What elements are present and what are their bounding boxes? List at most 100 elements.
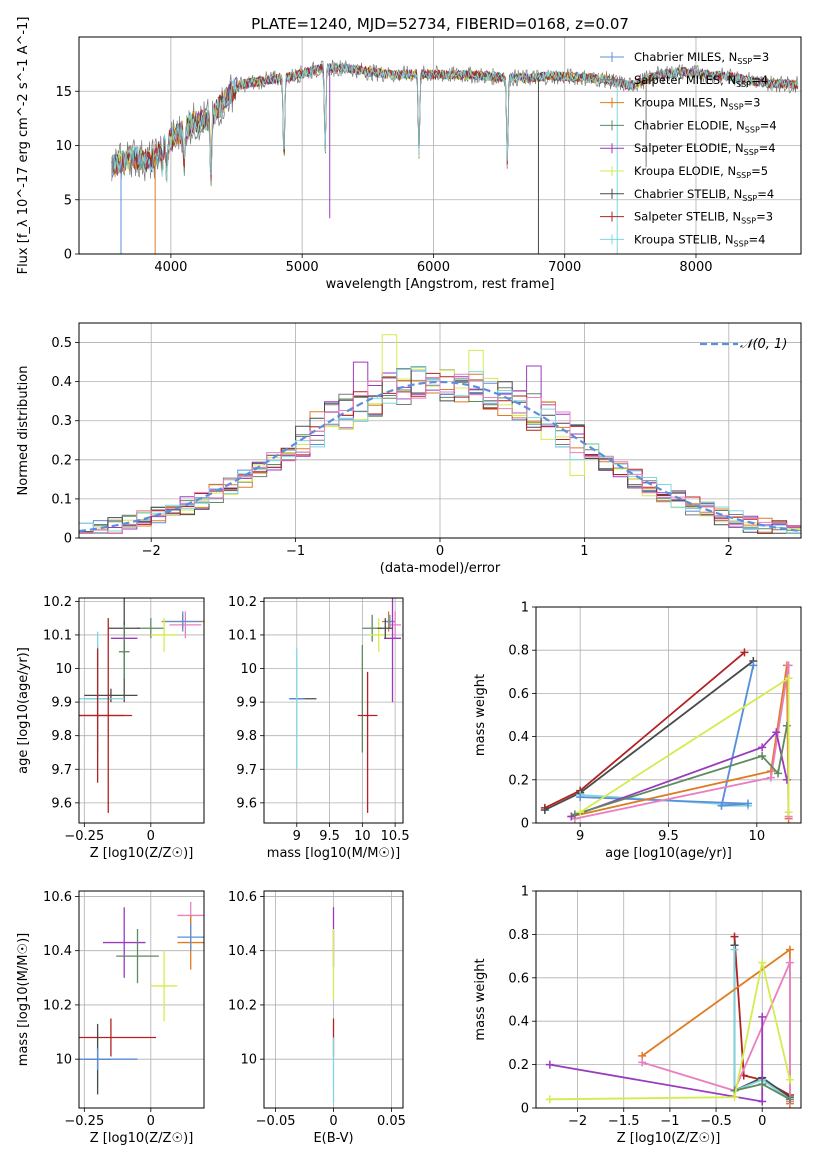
errorbar-point <box>150 618 178 652</box>
x-tick-label: 2 <box>725 544 733 559</box>
legend-tail: =4 <box>751 73 768 87</box>
mass-weight-line <box>579 676 790 813</box>
y-tick-label: 0.6 <box>508 687 529 702</box>
y-tick-label: 10 <box>55 662 72 677</box>
x-axis-label: (data-model)/error <box>380 561 501 576</box>
plus-marker <box>758 1080 767 1089</box>
mass-weight-line <box>580 665 755 807</box>
legend-subscript: SSP <box>736 171 751 180</box>
x-tick-label: 0 <box>329 1114 337 1129</box>
plus-marker <box>758 958 767 967</box>
plus-marker <box>545 1060 554 1069</box>
plus-marker <box>740 648 749 657</box>
y-tick-label: 9.6 <box>236 796 257 811</box>
axes-frame <box>263 597 404 824</box>
legend-label: Kroupa MILES, NSSP=3 <box>634 96 760 112</box>
spectrum-line <box>111 62 799 183</box>
legend-label: Salpeter MILES, NSSP=4 <box>634 73 768 89</box>
plus-marker <box>784 674 793 683</box>
legend-normal-label: 𝒩(0, 1) <box>740 337 787 352</box>
plus-marker <box>576 793 585 802</box>
legend-subscript: SSP <box>741 217 756 226</box>
plus-marker <box>570 810 579 819</box>
legend-label: Salpeter STELIB, NSSP=3 <box>634 210 773 226</box>
y-tick-label: 9.7 <box>51 763 72 778</box>
y-tick-label: 10.2 <box>228 998 257 1013</box>
x-axis-label: Z [log10(Z/Z☉)] <box>90 1131 194 1146</box>
x-tick-label: 5000 <box>286 260 319 275</box>
age_vs_mass-panel: 9 9.5 10 10.5 9.6 9.7 9.8 9.9 10 10.1 10.2 mass [lo… <box>228 595 410 861</box>
plot-area <box>79 598 204 813</box>
errorbar-point <box>79 1018 157 1057</box>
y-axis-label: mass [log10(M/M☉)] <box>16 933 31 1066</box>
legend-label: Chabrier ELODIE, NSSP=4 <box>634 118 777 134</box>
legend-tail: =4 <box>749 232 766 246</box>
x-tick-label: −0.25 <box>64 1114 104 1129</box>
plot-area <box>545 932 794 1108</box>
y-tick-label: 9.9 <box>51 696 72 711</box>
y-tick-label: 10.1 <box>43 628 72 643</box>
legend-label: Salpeter ELODIE, NSSP=4 <box>634 141 776 157</box>
normal-curve <box>79 380 801 533</box>
x-tick-label: 10.5 <box>381 829 410 844</box>
x-tick-label: 8000 <box>679 260 712 275</box>
x-tick-label: 6000 <box>417 260 450 275</box>
axes-frame <box>78 597 205 824</box>
legend-subscript: SSP <box>737 57 752 66</box>
x-tick-label: −0.5 <box>700 1114 732 1129</box>
y-tick-label: 9.6 <box>51 796 72 811</box>
errorbar-point <box>164 611 202 632</box>
legend-subscript: SSP <box>734 239 749 248</box>
mass-weight-line <box>549 962 791 1101</box>
plus-marker <box>758 1012 767 1021</box>
axes-frame <box>535 890 802 1109</box>
plus-marker <box>772 728 781 737</box>
legend-tail: =4 <box>757 187 774 201</box>
x-tick-label: −0.25 <box>64 829 104 844</box>
plus-marker <box>545 1095 554 1104</box>
x-tick-label: 1 <box>580 544 588 559</box>
y-tick-label: 15 <box>55 85 72 100</box>
axes-frame <box>78 36 802 255</box>
plot-area <box>79 901 204 1095</box>
x-tick-label: 9.5 <box>319 829 340 844</box>
x-tick-label: 0 <box>758 1114 766 1129</box>
legend-tail: =3 <box>756 210 773 224</box>
errorbar-point <box>389 611 402 639</box>
plus-marker <box>784 808 793 817</box>
mass_vs_Z-panel: −0.25 0 10 10.2 10.4 10.6 Z [log10(Z/Z☉)] mass … <box>16 890 205 1146</box>
y-tick-label: 0.8 <box>508 644 529 659</box>
y-tick-label: 10.2 <box>43 998 72 1013</box>
x-tick-label: 9.5 <box>658 829 679 844</box>
errorbar-point <box>383 598 402 703</box>
legend-tail: =3 <box>752 50 769 64</box>
x-tick-label: 0.05 <box>377 1114 406 1129</box>
errorbar-point <box>177 923 204 951</box>
y-tick-label: 0.2 <box>508 1058 529 1073</box>
y-tick-label: 0.4 <box>508 1015 529 1030</box>
y-tick-label: 0.2 <box>51 453 72 468</box>
y-tick-label: 10.4 <box>43 944 72 959</box>
plus-marker <box>758 743 767 752</box>
axes-frame <box>263 890 404 1109</box>
spectrum-legend: Chabrier MILES, NSSP=3 Salpeter MILES, NS… <box>600 50 777 248</box>
y-tick-label: 1 <box>521 601 529 616</box>
plus-marker <box>744 799 752 808</box>
x-tick-label: 10 <box>354 829 371 844</box>
x-tick-label: 7000 <box>548 260 581 275</box>
plus-marker <box>785 945 794 954</box>
y-tick-label: 10.4 <box>228 944 257 959</box>
y-tick-label: 0.5 <box>51 336 72 351</box>
legend-tail: =3 <box>744 96 761 110</box>
plus-marker <box>785 1095 794 1104</box>
x-axis-label: Z [log10(Z/Z☉)] <box>617 1131 721 1146</box>
y-tick-label: 0.3 <box>51 414 72 429</box>
x-tick-label: 0 <box>147 1114 155 1129</box>
spectrum-line <box>111 64 799 182</box>
plot-area <box>288 598 402 813</box>
figure-title: PLATE=1240, MJD=52734, FIBERID=0168, z=0… <box>251 15 629 33</box>
x-tick-label: −1.5 <box>608 1114 640 1129</box>
errorbar-point <box>150 950 178 1022</box>
y-tick-label: 0 <box>521 817 529 832</box>
